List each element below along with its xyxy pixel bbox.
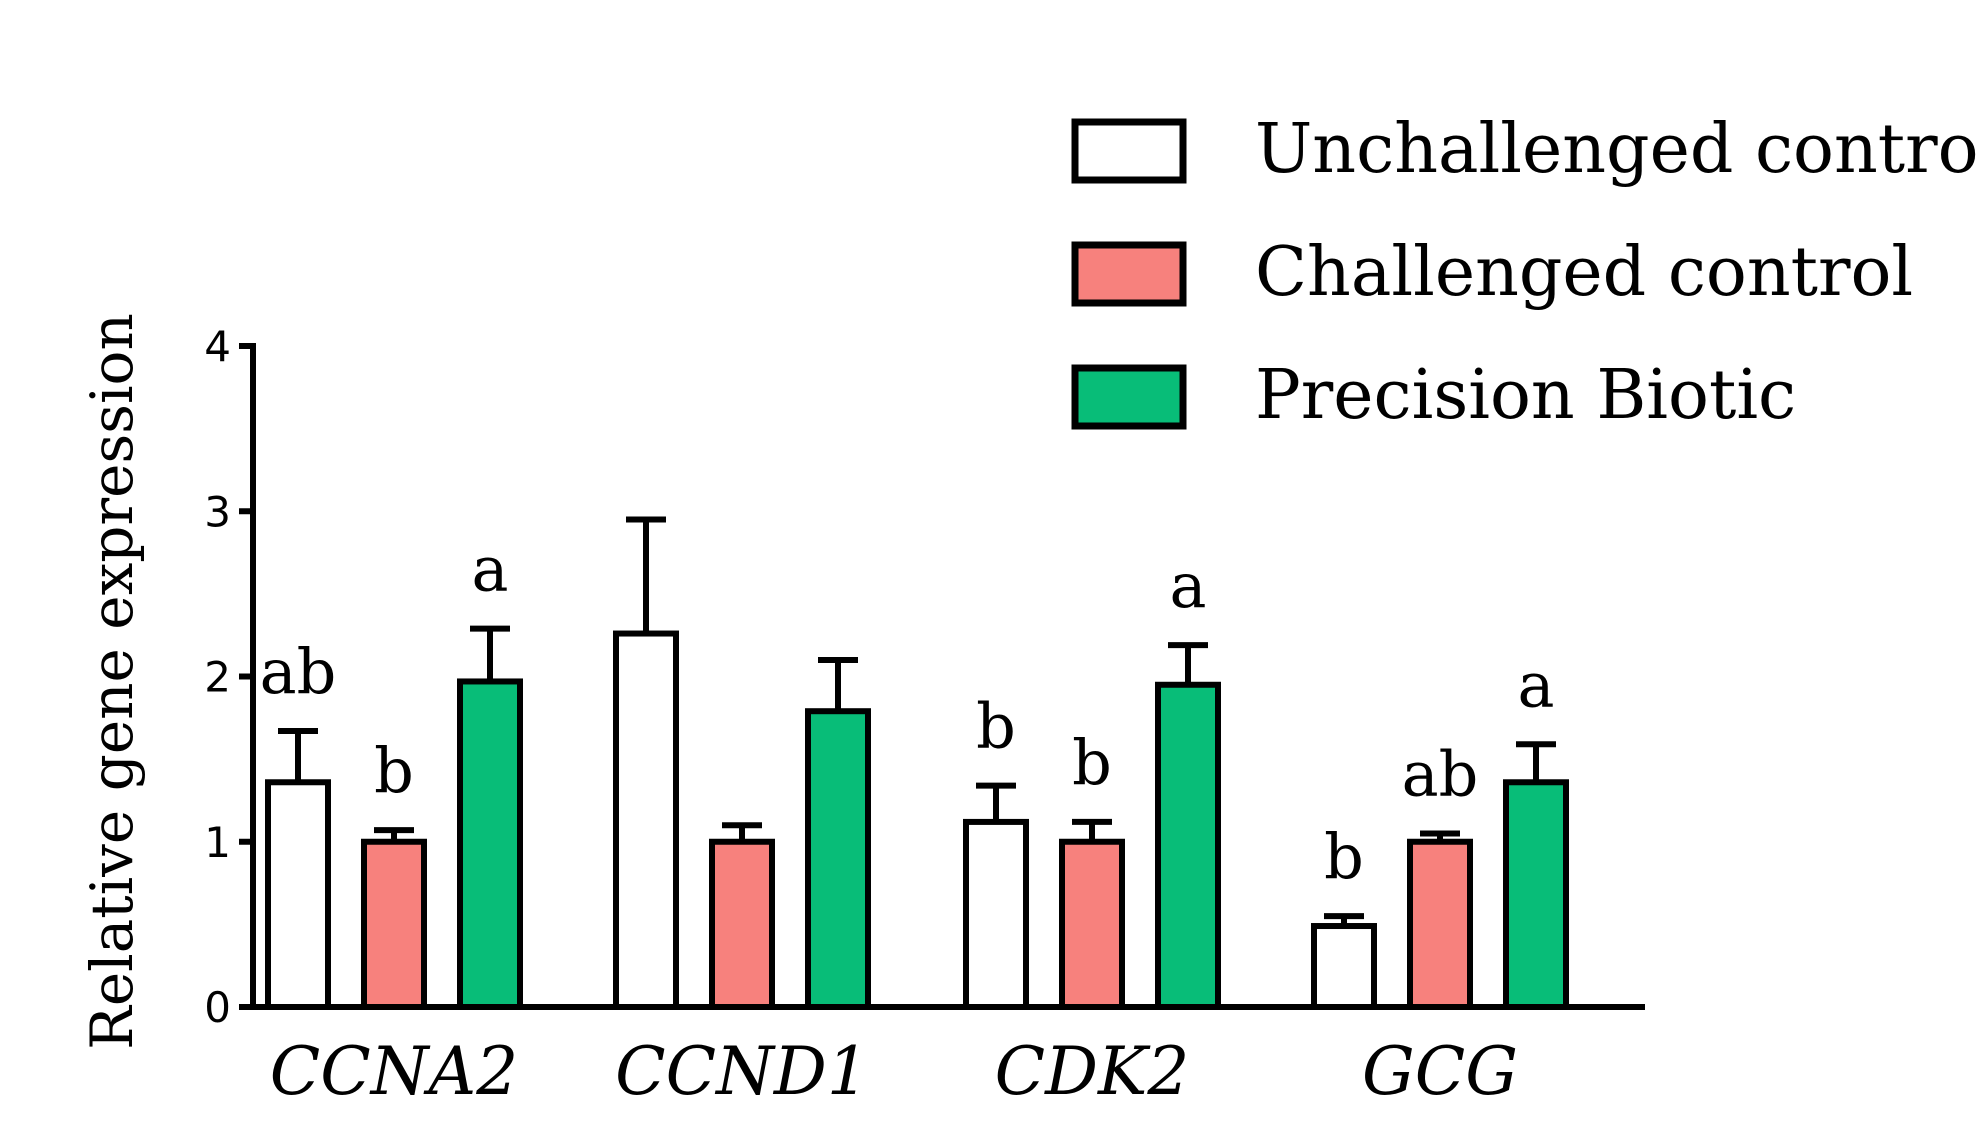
significance-letter: b <box>1072 726 1112 799</box>
legend-swatch <box>1071 118 1187 184</box>
y-tick-label: 4 <box>204 322 231 371</box>
bar <box>265 779 331 1011</box>
x-tick-label: CCND1 <box>615 1033 869 1110</box>
bar <box>457 678 523 1011</box>
significance-letter: b <box>374 734 414 807</box>
bar <box>1311 923 1377 1011</box>
y-axis-title: Relative gene expression <box>78 313 146 1050</box>
legend-label: Unchallenged control <box>1255 110 1980 189</box>
significance-letter: a <box>472 533 509 606</box>
y-tick-label: 3 <box>204 487 231 536</box>
significance-letter: a <box>1170 549 1207 622</box>
legend-label: Precision Biotic <box>1255 356 1796 435</box>
significance-letter: b <box>1324 820 1364 893</box>
significance-letter: b <box>976 690 1016 763</box>
bar <box>1407 838 1473 1010</box>
legend-swatch <box>1071 364 1187 430</box>
x-tick-label: GCG <box>1362 1033 1518 1110</box>
significance-letter: a <box>1518 648 1555 721</box>
bar <box>709 838 775 1010</box>
significance-letter: ab <box>1402 737 1479 810</box>
bar <box>361 838 427 1010</box>
bar <box>613 630 679 1010</box>
bar <box>1155 681 1221 1010</box>
bar <box>963 818 1029 1010</box>
y-tick-label: 2 <box>204 653 231 702</box>
bar <box>805 708 871 1010</box>
legend-label: Challenged control <box>1255 233 1913 312</box>
y-tick-label: 0 <box>204 983 231 1032</box>
bar <box>1059 838 1125 1010</box>
x-tick-label: CCNA2 <box>270 1033 518 1110</box>
bar <box>1503 779 1569 1011</box>
significance-letter: ab <box>260 635 337 708</box>
x-tick-label: CDK2 <box>995 1033 1190 1110</box>
legend-swatch <box>1071 241 1187 307</box>
y-tick-label: 1 <box>204 818 231 867</box>
